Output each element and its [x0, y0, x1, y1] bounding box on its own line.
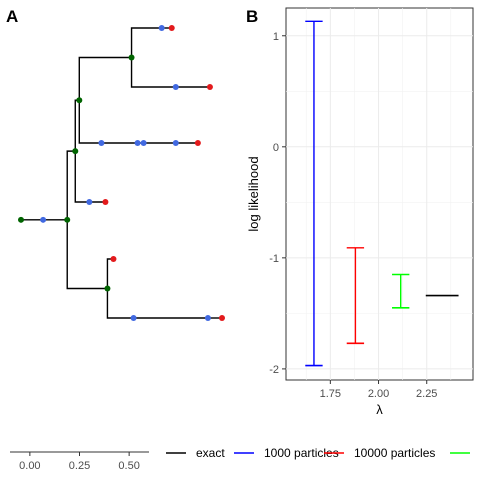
tip-point [102, 199, 109, 205]
sampled-ancestor-point [130, 315, 137, 321]
tree-branch [78, 100, 102, 144]
tree-branch [78, 56, 132, 101]
legend-item: 1000 particles [234, 446, 339, 460]
legend: exact 1000 particles 10000 particles [166, 446, 470, 460]
legend-label: 1000 particles [264, 446, 339, 460]
sampled-ancestor-point [204, 315, 211, 321]
error-bar [305, 20, 323, 367]
sampled-ancestor-point [98, 140, 105, 146]
tree-branch [130, 27, 162, 58]
log-likelihood-plot: 1.75 2.00 2.25 1 0 -1 -2 λ log likelihood [246, 7, 474, 417]
error-bar [346, 247, 365, 345]
tree-scale-bar: 0.00 0.25 0.50 [10, 451, 149, 472]
tree-branch [66, 219, 108, 290]
x-tick-label: 1.75 [320, 388, 341, 400]
legend-item: exact [166, 446, 225, 460]
x-tick-label: 2.25 [416, 388, 437, 400]
tip-point [168, 25, 175, 31]
internal-node-point [128, 54, 135, 61]
sampled-ancestor-point [140, 140, 147, 146]
sampled-ancestor-point [172, 84, 179, 90]
legend-item: 10000 particles [324, 446, 435, 460]
legend-label: exact [196, 446, 225, 460]
legend-label: 10000 particles [354, 446, 435, 460]
tree-branch [74, 151, 90, 203]
sampled-ancestor-point [40, 216, 47, 223]
phylogenetic-tree [18, 25, 225, 321]
tree-branch [130, 57, 176, 88]
y-tick-label: 0 [273, 142, 279, 154]
panel-a-label: A [6, 7, 18, 26]
error-bar [392, 273, 410, 309]
internal-node-point [104, 285, 111, 292]
y-tick-label: -1 [269, 253, 279, 265]
scale-tick-label: 0.00 [19, 460, 40, 472]
tip-point [110, 256, 117, 262]
sampled-ancestor-point [134, 140, 141, 146]
panel-b-label: B [246, 7, 258, 26]
sampled-ancestor-point [172, 140, 179, 146]
grid-lines [286, 8, 473, 380]
tree-branch [106, 258, 114, 289]
tree-branch [106, 288, 134, 319]
internal-node-point [64, 216, 71, 223]
tip-point [219, 315, 225, 321]
sampled-ancestor-point [158, 25, 165, 31]
internal-node-point [18, 216, 24, 223]
axes: 1.75 2.00 2.25 1 0 -1 -2 [269, 31, 437, 400]
tree-edges [21, 27, 222, 319]
y-axis-title: log likelihood [246, 156, 261, 231]
tree-branch [66, 150, 76, 220]
tip-point [206, 84, 213, 90]
y-tick-label: 1 [273, 31, 279, 43]
tree-nodes [18, 25, 225, 321]
tip-point [194, 140, 201, 146]
internal-node-point [76, 97, 83, 104]
scale-tick-label: 0.50 [118, 460, 139, 472]
y-tick-label: -2 [269, 364, 279, 376]
internal-node-point [72, 148, 79, 155]
x-tick-label: 2.00 [368, 388, 389, 400]
error-bars [305, 20, 459, 367]
plot-panel [285, 7, 474, 381]
x-axis-title: λ [376, 402, 383, 417]
sampled-ancestor-point [86, 199, 93, 205]
scale-tick-label: 0.25 [69, 460, 90, 472]
